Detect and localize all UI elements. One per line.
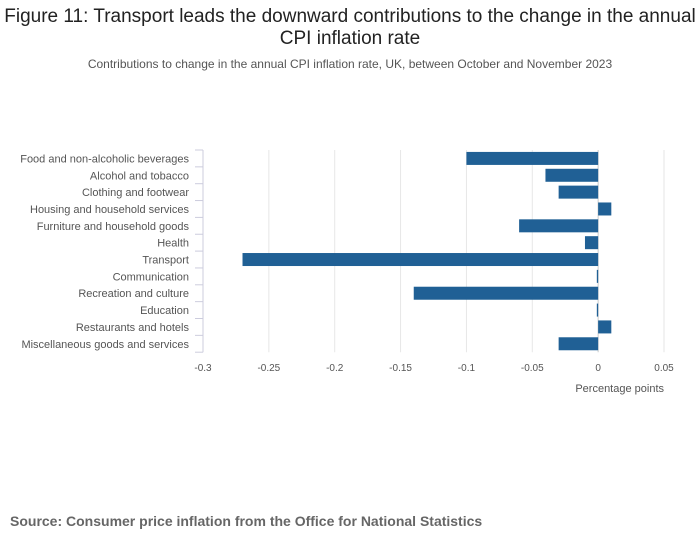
bar [519, 219, 599, 233]
x-tick-label: 0.05 [654, 363, 674, 374]
category-label: Furniture and household goods [37, 221, 190, 233]
chart-title: Figure 11: Transport leads the downward … [4, 6, 696, 49]
category-label: Communication [113, 271, 189, 283]
x-tick-label: -0.25 [257, 363, 280, 374]
bar [545, 168, 599, 182]
bar [596, 303, 599, 317]
bar [598, 320, 612, 334]
category-label: Transport [142, 255, 189, 267]
category-label: Health [157, 238, 189, 250]
bar [584, 236, 599, 250]
x-tick-label: 0 [595, 363, 601, 374]
category-label: Restaurants and hotels [76, 322, 190, 334]
x-axis-label: Percentage points [575, 383, 664, 395]
source-note: Source: Consumer price inflation from th… [10, 513, 483, 529]
category-label: Food and non-alcoholic beverages [20, 153, 189, 165]
x-tick-label: -0.15 [389, 363, 412, 374]
bar [558, 185, 599, 199]
chart-subtitle: Contributions to change in the annual CP… [87, 57, 613, 71]
category-label: Education [140, 305, 189, 317]
category-label: Miscellaneous goods and services [21, 339, 189, 351]
x-tick-label: -0.2 [326, 363, 344, 374]
category-label: Alcohol and tobacco [90, 170, 189, 182]
category-label: Housing and household services [30, 204, 189, 216]
x-tick-label: -0.3 [194, 363, 212, 374]
x-tick-label: -0.1 [458, 363, 476, 374]
category-label: Clothing and footwear [82, 187, 189, 199]
bar [558, 337, 599, 351]
category-label: Recreation and culture [78, 288, 189, 300]
bar [413, 286, 599, 300]
bar [598, 202, 612, 216]
bar [242, 253, 599, 267]
x-tick-label: -0.05 [521, 363, 544, 374]
bar [596, 269, 599, 283]
bar [466, 151, 599, 165]
